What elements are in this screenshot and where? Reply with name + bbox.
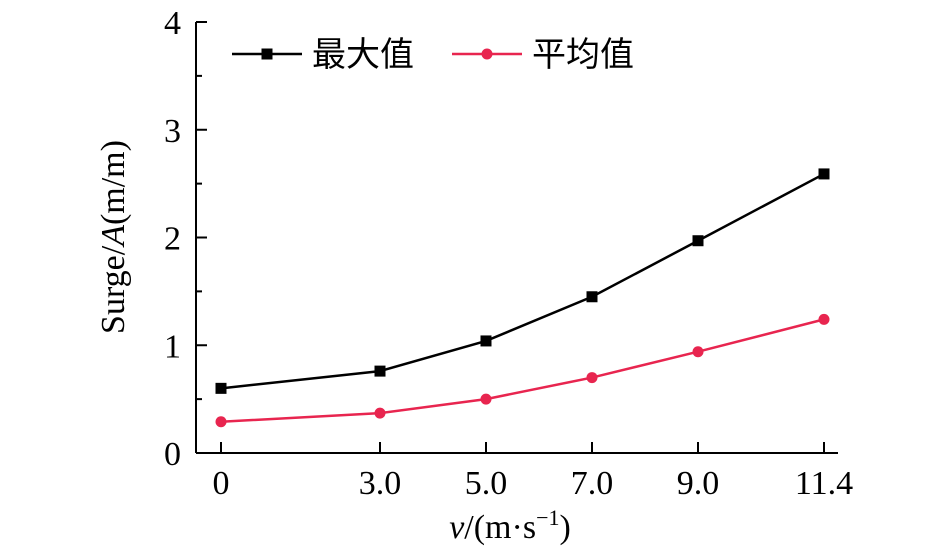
y-tick-label: 2 (164, 221, 181, 258)
data-point (586, 372, 598, 384)
legend-label: 最大值 (312, 35, 414, 75)
y-tick-label: 4 (164, 5, 181, 42)
x-axis-label-close: ) (559, 509, 570, 546)
data-point (586, 291, 598, 303)
y-axis-label-unit: (m/m) (95, 140, 132, 225)
series-1 (215, 168, 830, 394)
axes (195, 22, 838, 454)
series-line (220, 318, 825, 424)
y-axis-label-var: A (95, 225, 132, 248)
legend-marker (261, 48, 273, 60)
ticks: 0 1 2 3 4 0 3.0 5.0 7.0 9.0 11.4 (164, 5, 853, 502)
x-axis-label-var: v (449, 509, 465, 546)
data-point (692, 235, 704, 247)
y-axis-label: Surge/A(m/m) (95, 140, 132, 334)
data-point (215, 416, 227, 428)
data-point (818, 313, 830, 325)
data-point (692, 346, 704, 358)
data-point (818, 168, 830, 180)
y-tick-label: 3 (164, 113, 181, 150)
legend-marker (481, 48, 493, 60)
x-tick-label: 3.0 (359, 465, 402, 502)
x-axis-label-unit: /(m·s (464, 509, 536, 546)
legend-label: 平均值 (532, 35, 634, 75)
series-2 (215, 313, 830, 428)
x-tick-label: 5.0 (465, 465, 508, 502)
x-tick-label: 7.0 (571, 465, 614, 502)
series-line (220, 172, 825, 390)
data-point (480, 335, 492, 347)
y-tick-label: 0 (164, 436, 181, 473)
data-point (480, 393, 492, 405)
legend-item-1: 最大值 (232, 35, 414, 75)
x-tick-label: 11.4 (795, 465, 853, 502)
x-axis-label: v/(m·s−1) (449, 505, 571, 546)
x-tick-label: 0 (213, 465, 230, 502)
data-point (215, 382, 227, 394)
x-tick-label: 9.0 (677, 465, 720, 502)
data-point (374, 365, 386, 377)
legend: 最大值 平均值 (232, 35, 634, 75)
y-axis-label-prefix: Surge/ (95, 245, 132, 334)
y-tick-label: 1 (164, 328, 181, 365)
x-axis-label-sup: −1 (536, 505, 559, 530)
legend-item-2: 平均值 (452, 35, 634, 75)
data-point (374, 407, 386, 419)
series-layer (215, 168, 830, 428)
